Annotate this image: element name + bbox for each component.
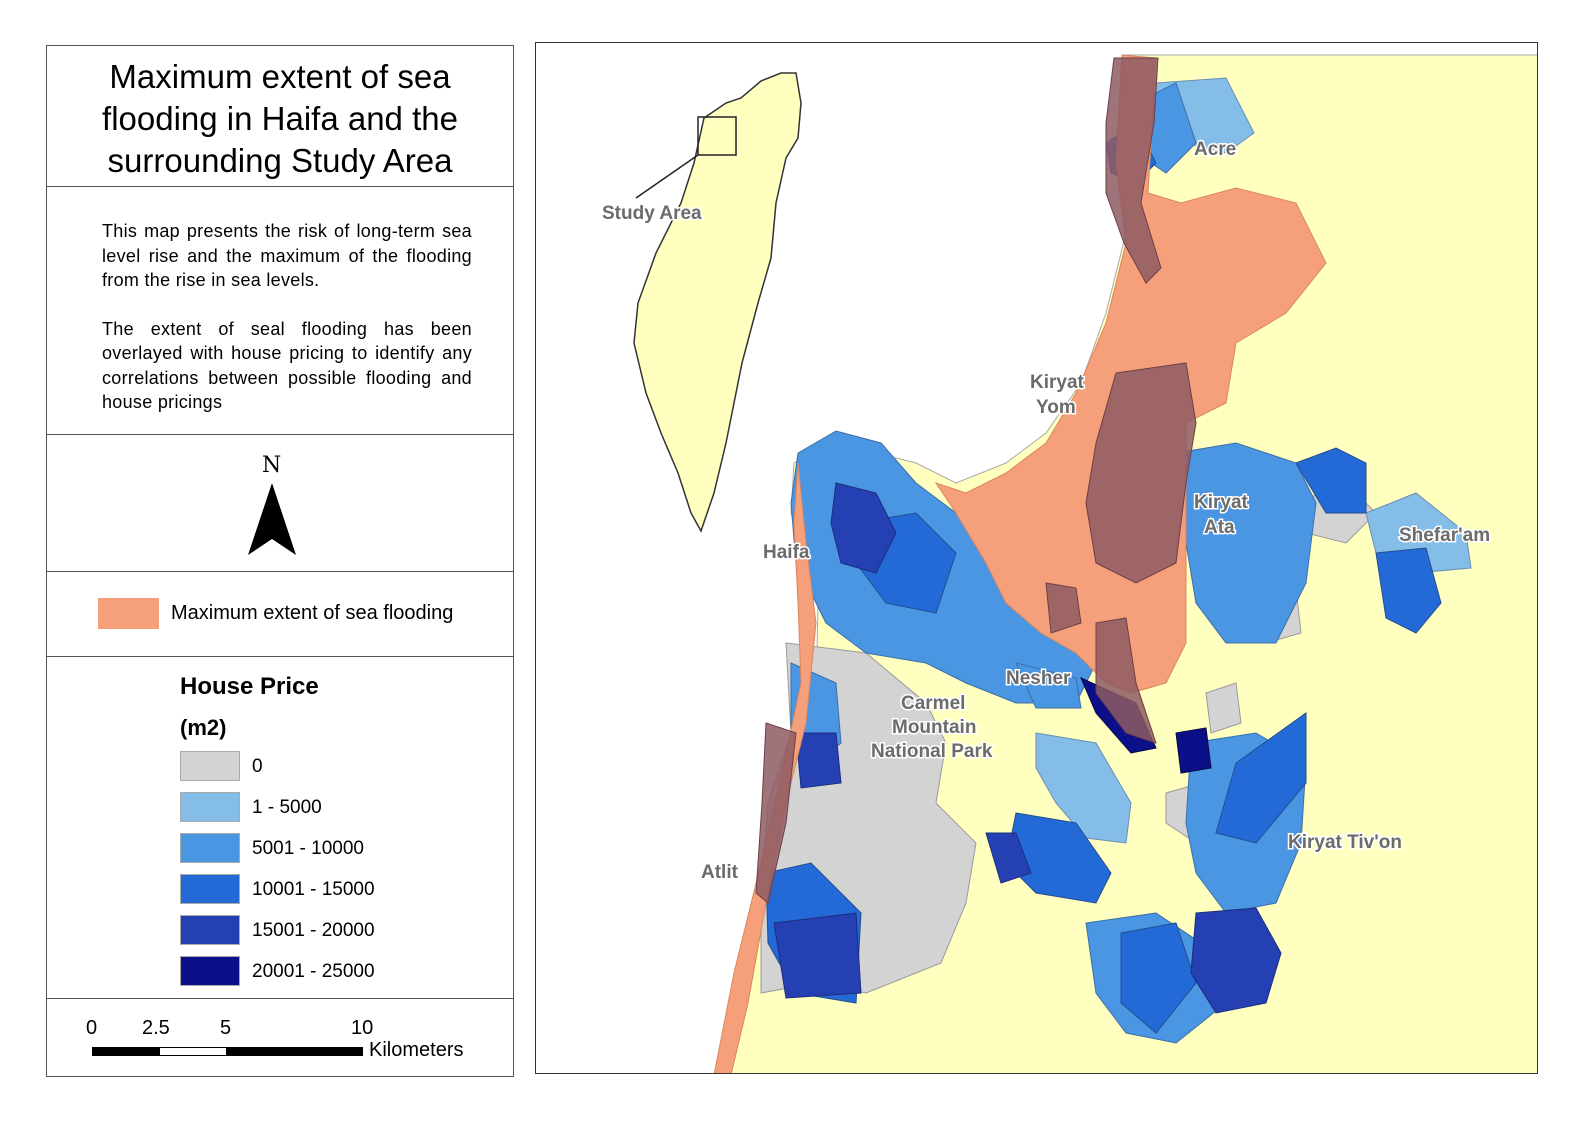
place-label-kiryat-yom: Kiryat bbox=[1030, 372, 1085, 393]
house-price-legend-title: House Price bbox=[180, 673, 319, 700]
place-label-nesher: Nesher bbox=[1006, 668, 1071, 689]
north-arrow-section: N bbox=[47, 435, 513, 572]
inset-study-area-box bbox=[697, 116, 737, 156]
price-class-label: 0 bbox=[252, 756, 263, 777]
price-zone-4 bbox=[773, 482, 1282, 1014]
map-frame[interactable]: Study Area bbox=[535, 42, 1538, 1074]
scale-unit-label: Kilometers bbox=[369, 1039, 464, 1061]
title-section: Maximum extent of sea flooding in Haifa … bbox=[47, 46, 513, 187]
description-paragraph-2: The extent of seal flooding has been ove… bbox=[102, 318, 472, 413]
price-class-swatch bbox=[180, 792, 240, 822]
place-label-carmel: Mountain bbox=[892, 717, 976, 738]
place-label-kiryat-tivon: Kiryat Tiv'on bbox=[1288, 832, 1402, 853]
price-class-label: 15001 - 20000 bbox=[252, 920, 375, 941]
place-label-acre: Acre bbox=[1194, 139, 1236, 160]
price-class-label: 1 - 5000 bbox=[252, 797, 322, 818]
price-class-label: 5001 - 10000 bbox=[252, 838, 364, 859]
place-label-kiryat-ata: Kiryat bbox=[1194, 492, 1249, 513]
house-price-legend-unit: (m2) bbox=[180, 715, 227, 740]
price-class-swatch bbox=[180, 915, 240, 945]
price-class-label: 20001 - 25000 bbox=[252, 961, 375, 982]
place-label-kiryat-yom: Yom bbox=[1036, 397, 1076, 418]
side-panel: Maximum extent of sea flooding in Haifa … bbox=[46, 45, 514, 1077]
israel-inset bbox=[633, 72, 802, 533]
flood-legend-swatch bbox=[98, 598, 159, 629]
scale-tick-label: 10 bbox=[351, 1017, 374, 1039]
price-class-swatch bbox=[180, 751, 240, 781]
place-label-atlit: Atlit bbox=[701, 862, 739, 883]
scale-tick-label: 5 bbox=[220, 1017, 232, 1039]
flood-legend: Maximum extent of sea flooding bbox=[47, 572, 513, 657]
scale-bar bbox=[92, 1047, 363, 1056]
description: This map presents the risk of long-term … bbox=[102, 219, 472, 439]
description-section: This map presents the risk of long-term … bbox=[47, 187, 513, 435]
map-title: Maximum extent of sea flooding in Haifa … bbox=[102, 58, 458, 179]
map-canvas: Study Area bbox=[601, 54, 1537, 1073]
price-class-label: 10001 - 15000 bbox=[252, 879, 375, 900]
scale-tick-label: 2.5 bbox=[142, 1017, 170, 1039]
place-label-shefaram: Shefar'am bbox=[1399, 525, 1490, 546]
price-class-swatch bbox=[180, 956, 240, 986]
flood-overlap bbox=[755, 57, 1197, 904]
place-label-kiryat-ata: Ata bbox=[1204, 517, 1235, 538]
inset-leader-line bbox=[635, 154, 699, 199]
north-label: N bbox=[262, 453, 282, 478]
scale-tick-label: 0 bbox=[86, 1017, 98, 1039]
scale-bar-section: 0 2.5 5 10 Kilometers bbox=[47, 999, 513, 1078]
house-price-legend: House Price (m2) 0 1 - 5000 5001 - 10000… bbox=[47, 657, 513, 999]
place-label-carmel: Carmel bbox=[901, 693, 965, 714]
description-paragraph-1: This map presents the risk of long-term … bbox=[102, 221, 472, 290]
place-label-haifa: Haifa bbox=[763, 542, 810, 563]
price-class-swatch bbox=[180, 874, 240, 904]
price-class-swatch bbox=[180, 833, 240, 863]
flood-legend-label: Maximum extent of sea flooding bbox=[171, 602, 454, 624]
place-label-carmel: National Park bbox=[871, 741, 993, 762]
north-arrow-icon bbox=[248, 483, 296, 555]
inset-study-area-label: Study Area bbox=[602, 203, 702, 224]
